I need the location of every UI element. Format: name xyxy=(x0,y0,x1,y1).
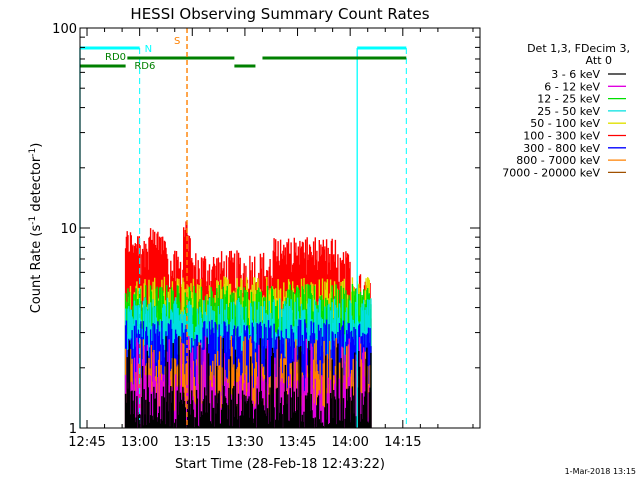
legend-label: 12 - 25 keV xyxy=(537,93,600,106)
y-tick-label: 1 xyxy=(69,422,77,437)
x-tick-label: 13:30 xyxy=(226,435,263,450)
timestamp: 1-Mar-2018 13:15 xyxy=(565,467,636,476)
legend-label: 100 - 300 keV xyxy=(523,130,600,143)
chart-title: HESSI Observing Summary Count Rates xyxy=(130,5,429,23)
legend-label: 7000 - 20000 keV xyxy=(502,166,600,179)
legend-label: 25 - 50 keV xyxy=(537,105,600,118)
legend-header-line-1: Det 1,3, FDecim 3, xyxy=(527,42,630,55)
x-tick-label: 14:00 xyxy=(331,435,368,450)
legend-label: 800 - 7000 keV xyxy=(516,154,600,167)
saa-label: S xyxy=(174,36,180,47)
legend-label: 300 - 800 keV xyxy=(523,142,600,155)
y-axis-label: Count Rate (s-1 detector-1) xyxy=(28,143,44,314)
legend-label: 50 - 100 keV xyxy=(530,117,600,130)
legend-label: 3 - 6 keV xyxy=(551,68,600,81)
x-axis-label: Start Time (28-Feb-18 12:43:22) xyxy=(175,457,385,472)
legend-header-line-2: Att 0 xyxy=(586,54,612,67)
x-tick-label: 13:00 xyxy=(121,435,158,450)
night-label: N xyxy=(145,44,152,55)
axis-layer: 12:45 13:00 13:15 13:30 13:45 14:00 14:15 1 10 10… xyxy=(52,22,480,450)
decimation-label: RD0 xyxy=(105,52,126,63)
y-tick-label: 10 xyxy=(60,222,77,237)
y-tick-label: 100 xyxy=(52,22,77,37)
legend-label: 6 - 12 keV xyxy=(544,80,600,93)
data-layer xyxy=(124,221,372,428)
x-tick-label: 12:45 xyxy=(68,435,105,450)
x-tick-label: 13:45 xyxy=(279,435,316,450)
x-tick-label: 13:15 xyxy=(174,435,211,450)
x-tick-label: 14:15 xyxy=(384,435,421,450)
decimation-label: RD6 xyxy=(134,61,155,72)
